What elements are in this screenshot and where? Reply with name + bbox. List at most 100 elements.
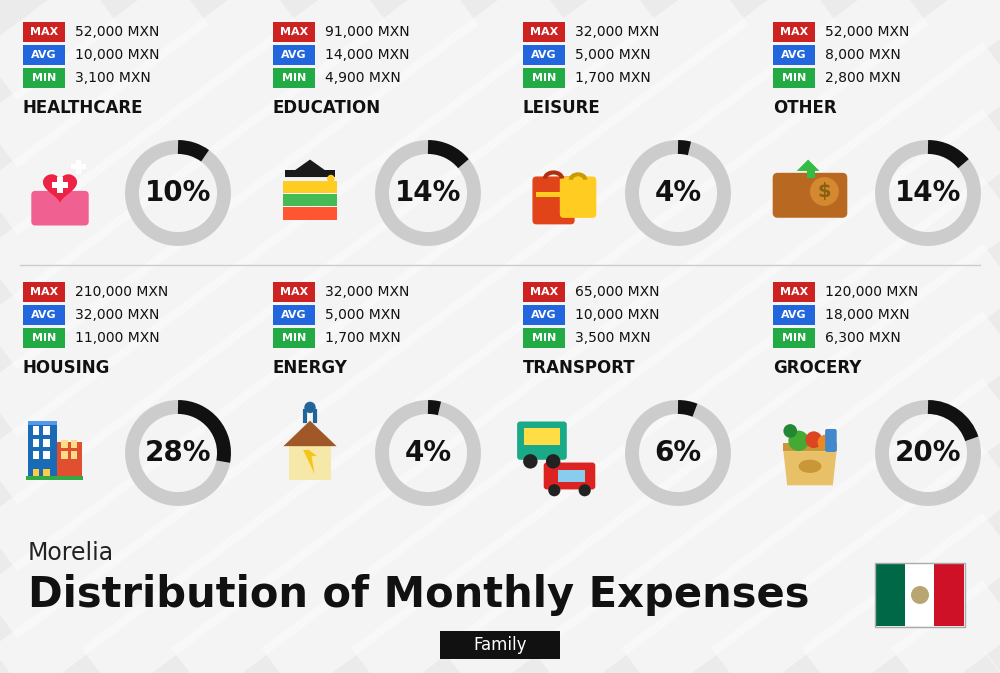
Text: 18,000 MXN: 18,000 MXN (825, 308, 910, 322)
Text: MAX: MAX (280, 27, 308, 37)
Polygon shape (797, 160, 820, 171)
FancyBboxPatch shape (273, 282, 315, 302)
FancyBboxPatch shape (307, 408, 313, 411)
Text: MAX: MAX (530, 27, 558, 37)
Text: 1,700 MXN: 1,700 MXN (325, 331, 401, 345)
Text: 65,000 MXN: 65,000 MXN (575, 285, 660, 299)
Text: MIN: MIN (282, 333, 306, 343)
FancyBboxPatch shape (523, 305, 565, 325)
FancyBboxPatch shape (524, 428, 560, 445)
Text: 14%: 14% (895, 179, 961, 207)
FancyBboxPatch shape (52, 182, 68, 188)
Text: AVG: AVG (281, 50, 307, 60)
FancyBboxPatch shape (783, 443, 837, 451)
Text: Family: Family (473, 636, 527, 654)
FancyBboxPatch shape (61, 439, 68, 448)
Text: 20%: 20% (895, 439, 961, 467)
Circle shape (911, 586, 929, 604)
Text: 3,500 MXN: 3,500 MXN (575, 331, 651, 345)
FancyBboxPatch shape (23, 282, 65, 302)
FancyBboxPatch shape (61, 451, 68, 460)
Text: 2,800 MXN: 2,800 MXN (825, 71, 901, 85)
Text: HOUSING: HOUSING (23, 359, 110, 377)
Text: 52,000 MXN: 52,000 MXN (75, 25, 159, 39)
FancyBboxPatch shape (71, 439, 77, 448)
FancyBboxPatch shape (33, 439, 39, 447)
Text: 120,000 MXN: 120,000 MXN (825, 285, 918, 299)
FancyBboxPatch shape (283, 194, 337, 207)
FancyBboxPatch shape (23, 305, 65, 325)
FancyBboxPatch shape (57, 177, 63, 193)
FancyBboxPatch shape (33, 427, 39, 435)
Text: LEISURE: LEISURE (523, 99, 601, 117)
Text: 14,000 MXN: 14,000 MXN (325, 48, 410, 62)
FancyBboxPatch shape (773, 68, 815, 88)
FancyBboxPatch shape (285, 170, 335, 177)
Text: 8,000 MXN: 8,000 MXN (825, 48, 901, 62)
FancyBboxPatch shape (440, 631, 560, 659)
Text: 3,100 MXN: 3,100 MXN (75, 71, 151, 85)
Text: 4,900 MXN: 4,900 MXN (325, 71, 401, 85)
FancyBboxPatch shape (43, 451, 50, 460)
Circle shape (818, 435, 833, 450)
Text: AVG: AVG (781, 50, 807, 60)
FancyBboxPatch shape (43, 439, 50, 447)
Text: 6,300 MXN: 6,300 MXN (825, 331, 901, 345)
FancyBboxPatch shape (773, 305, 815, 325)
FancyBboxPatch shape (28, 425, 57, 478)
Text: $: $ (818, 182, 831, 201)
FancyBboxPatch shape (31, 191, 89, 225)
Text: 52,000 MXN: 52,000 MXN (825, 25, 909, 39)
FancyBboxPatch shape (283, 207, 337, 219)
FancyBboxPatch shape (289, 446, 331, 480)
FancyBboxPatch shape (523, 68, 565, 88)
FancyBboxPatch shape (273, 45, 315, 65)
Circle shape (788, 431, 809, 451)
Text: MAX: MAX (780, 27, 808, 37)
Polygon shape (283, 421, 337, 446)
FancyBboxPatch shape (825, 429, 837, 452)
FancyBboxPatch shape (905, 564, 934, 626)
FancyBboxPatch shape (544, 462, 595, 489)
FancyBboxPatch shape (523, 22, 565, 42)
Text: 4%: 4% (404, 439, 452, 467)
Polygon shape (783, 451, 837, 485)
Text: MAX: MAX (780, 287, 808, 297)
Circle shape (546, 454, 560, 468)
FancyBboxPatch shape (33, 469, 39, 478)
Text: MIN: MIN (782, 333, 806, 343)
FancyBboxPatch shape (517, 421, 567, 460)
FancyBboxPatch shape (28, 421, 57, 425)
FancyBboxPatch shape (523, 45, 565, 65)
Text: EDUCATION: EDUCATION (273, 99, 381, 117)
Text: 91,000 MXN: 91,000 MXN (325, 25, 410, 39)
Text: 10,000 MXN: 10,000 MXN (575, 308, 660, 322)
Circle shape (327, 175, 335, 182)
FancyBboxPatch shape (23, 68, 65, 88)
Text: GROCERY: GROCERY (773, 359, 861, 377)
FancyBboxPatch shape (773, 22, 815, 42)
FancyBboxPatch shape (71, 164, 86, 170)
Text: OTHER: OTHER (773, 99, 837, 117)
Text: MIN: MIN (282, 73, 306, 83)
Text: 14%: 14% (395, 179, 461, 207)
Text: 4%: 4% (654, 179, 702, 207)
FancyBboxPatch shape (532, 176, 575, 224)
FancyBboxPatch shape (536, 192, 571, 197)
Text: HEALTHCARE: HEALTHCARE (23, 99, 144, 117)
Text: MIN: MIN (532, 333, 556, 343)
Circle shape (579, 484, 591, 496)
FancyBboxPatch shape (273, 305, 315, 325)
Circle shape (548, 484, 560, 496)
Polygon shape (285, 160, 335, 177)
FancyBboxPatch shape (43, 427, 50, 435)
Circle shape (805, 431, 822, 448)
Circle shape (523, 454, 538, 468)
FancyBboxPatch shape (773, 45, 815, 65)
Circle shape (810, 177, 839, 206)
Text: 6%: 6% (654, 439, 702, 467)
Text: MAX: MAX (530, 287, 558, 297)
FancyBboxPatch shape (33, 451, 39, 460)
FancyBboxPatch shape (876, 564, 905, 626)
Text: 1,700 MXN: 1,700 MXN (575, 71, 651, 85)
